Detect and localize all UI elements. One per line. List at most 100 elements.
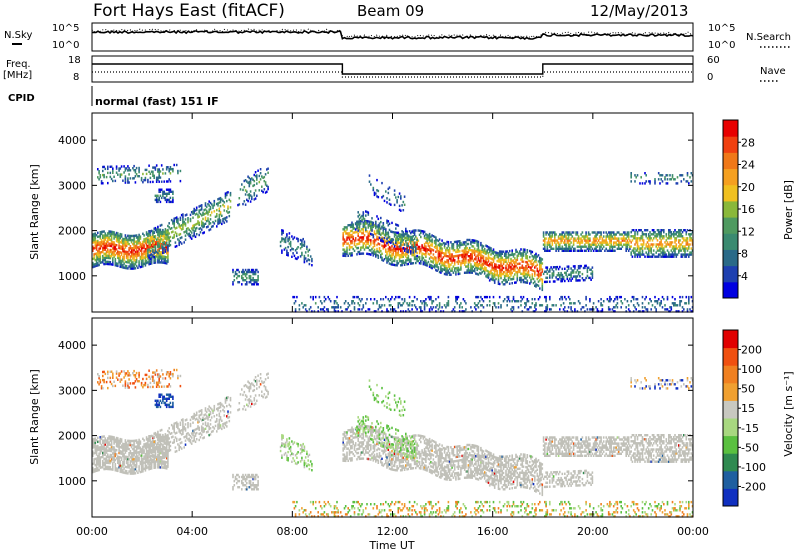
power-cell xyxy=(517,252,520,255)
power-cell xyxy=(467,248,470,252)
power-cell xyxy=(614,241,616,244)
power-cell xyxy=(661,237,664,240)
power-cell xyxy=(688,255,690,258)
power-cell xyxy=(430,306,432,309)
power-cell xyxy=(515,260,517,264)
power-cell xyxy=(238,270,241,274)
power-cell xyxy=(594,247,596,250)
power-cell xyxy=(483,252,486,255)
power-cell xyxy=(343,250,346,253)
power-cell xyxy=(535,283,537,286)
power-cell xyxy=(401,240,403,243)
power-cell xyxy=(634,306,636,309)
power-cell xyxy=(443,252,446,255)
power-cell xyxy=(569,233,571,236)
power-cell xyxy=(436,247,438,250)
power-cell xyxy=(242,188,244,192)
power-cell xyxy=(570,273,572,276)
power-cell xyxy=(150,250,153,253)
power-cell xyxy=(664,304,666,307)
power-cell xyxy=(100,180,103,183)
power-cell xyxy=(372,225,375,229)
power-cell xyxy=(365,230,367,233)
power-cell xyxy=(685,237,688,240)
power-cell xyxy=(125,240,128,243)
power-cell xyxy=(296,247,298,250)
power-cell xyxy=(373,230,376,233)
power-cell xyxy=(646,247,649,250)
velocity-cell xyxy=(95,467,98,470)
power-cell xyxy=(611,249,614,252)
power-cell xyxy=(630,174,632,177)
power-cell xyxy=(115,264,118,267)
power-cell xyxy=(624,231,626,234)
power-cell xyxy=(609,245,611,248)
power-cell xyxy=(165,168,168,171)
power-cell xyxy=(531,277,534,280)
power-cell xyxy=(148,232,150,235)
power-cell xyxy=(157,252,159,255)
velocity-cell xyxy=(99,452,102,455)
power-cell xyxy=(118,169,120,172)
power-cell xyxy=(214,219,217,223)
power-cell xyxy=(152,174,154,177)
power-cell xyxy=(159,253,162,256)
power-cell xyxy=(634,180,636,183)
velocity-cell xyxy=(98,464,100,468)
power-cell xyxy=(390,254,392,258)
power-cell xyxy=(398,208,401,212)
power-cell xyxy=(168,236,170,239)
power-cell xyxy=(198,233,200,237)
velocity-cell xyxy=(107,449,109,452)
power-cell xyxy=(248,193,251,196)
power-cell xyxy=(168,198,170,202)
power-cell xyxy=(680,300,683,303)
power-cell xyxy=(119,259,122,262)
power-cell xyxy=(430,239,432,243)
power-cell xyxy=(493,273,496,276)
power-cell xyxy=(679,231,681,234)
power-cell xyxy=(291,255,293,258)
power-cell xyxy=(159,234,162,238)
power-cell xyxy=(611,231,614,234)
power-cell xyxy=(544,237,546,240)
power-cell xyxy=(502,300,505,303)
power-cell xyxy=(644,182,646,185)
power-cell xyxy=(311,259,313,263)
power-cell xyxy=(539,260,541,264)
velocity-cell xyxy=(97,436,99,439)
power-cell xyxy=(167,252,169,255)
power-cell xyxy=(562,235,565,238)
power-cell xyxy=(373,310,376,313)
power-cell xyxy=(140,251,143,254)
power-cell xyxy=(437,239,440,243)
power-cell xyxy=(585,241,587,244)
power-cell xyxy=(346,238,348,241)
power-cell xyxy=(400,264,402,267)
power-cell xyxy=(614,249,616,252)
power-cell xyxy=(175,216,178,219)
power-cell xyxy=(403,235,406,238)
power-cell xyxy=(402,259,405,263)
power-cell xyxy=(685,302,688,305)
velocity-cell xyxy=(107,459,109,462)
power-cell xyxy=(127,181,129,184)
power-cell xyxy=(385,248,387,251)
power-cell xyxy=(135,250,138,253)
power-cell xyxy=(432,253,435,256)
power-cell xyxy=(378,249,381,252)
velocity-cell xyxy=(94,468,97,471)
power-cell xyxy=(152,233,154,236)
power-cell xyxy=(334,310,337,313)
power-cell xyxy=(164,255,167,259)
power-cell xyxy=(104,260,107,264)
power-cell xyxy=(556,247,559,250)
velocity-cell xyxy=(97,467,99,470)
power-cell xyxy=(508,249,511,253)
power-cell xyxy=(492,276,495,280)
velocity-cell xyxy=(99,464,102,467)
power-cell xyxy=(387,240,390,243)
power-cell xyxy=(485,256,487,260)
power-cell xyxy=(222,220,224,223)
power-cell xyxy=(123,254,125,257)
